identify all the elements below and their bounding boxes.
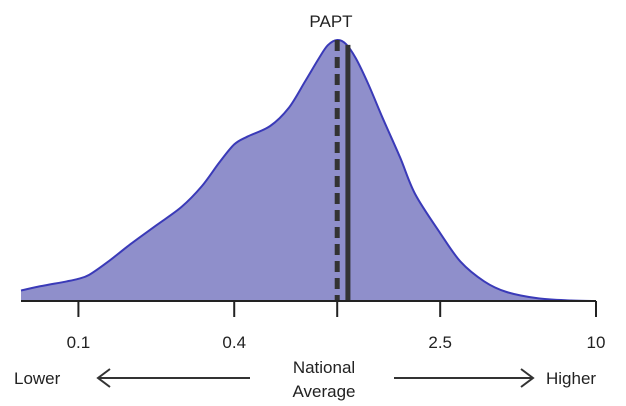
x-axis-ticks: 0.1 0.4 2.5 10 (67, 301, 606, 352)
x-tick-label: 10 (587, 333, 606, 352)
x-tick-label: 2.5 (428, 333, 452, 352)
right-arrow-icon (394, 368, 535, 388)
x-tick-label: 0.4 (222, 333, 246, 352)
lower-label: Lower (14, 369, 61, 388)
density-curve-line (20, 38, 597, 302)
x-tick-label: 0.1 (67, 333, 91, 352)
density-area (21, 39, 596, 301)
plot-area: 0.1 0.4 2.5 10 (20, 38, 606, 352)
left-arrow-icon (96, 368, 250, 388)
national-average-label-line1: National (293, 358, 355, 377)
higher-label: Higher (546, 369, 596, 388)
papt-label: PAPT (309, 12, 352, 31)
national-average-label-line2: Average (292, 382, 355, 401)
